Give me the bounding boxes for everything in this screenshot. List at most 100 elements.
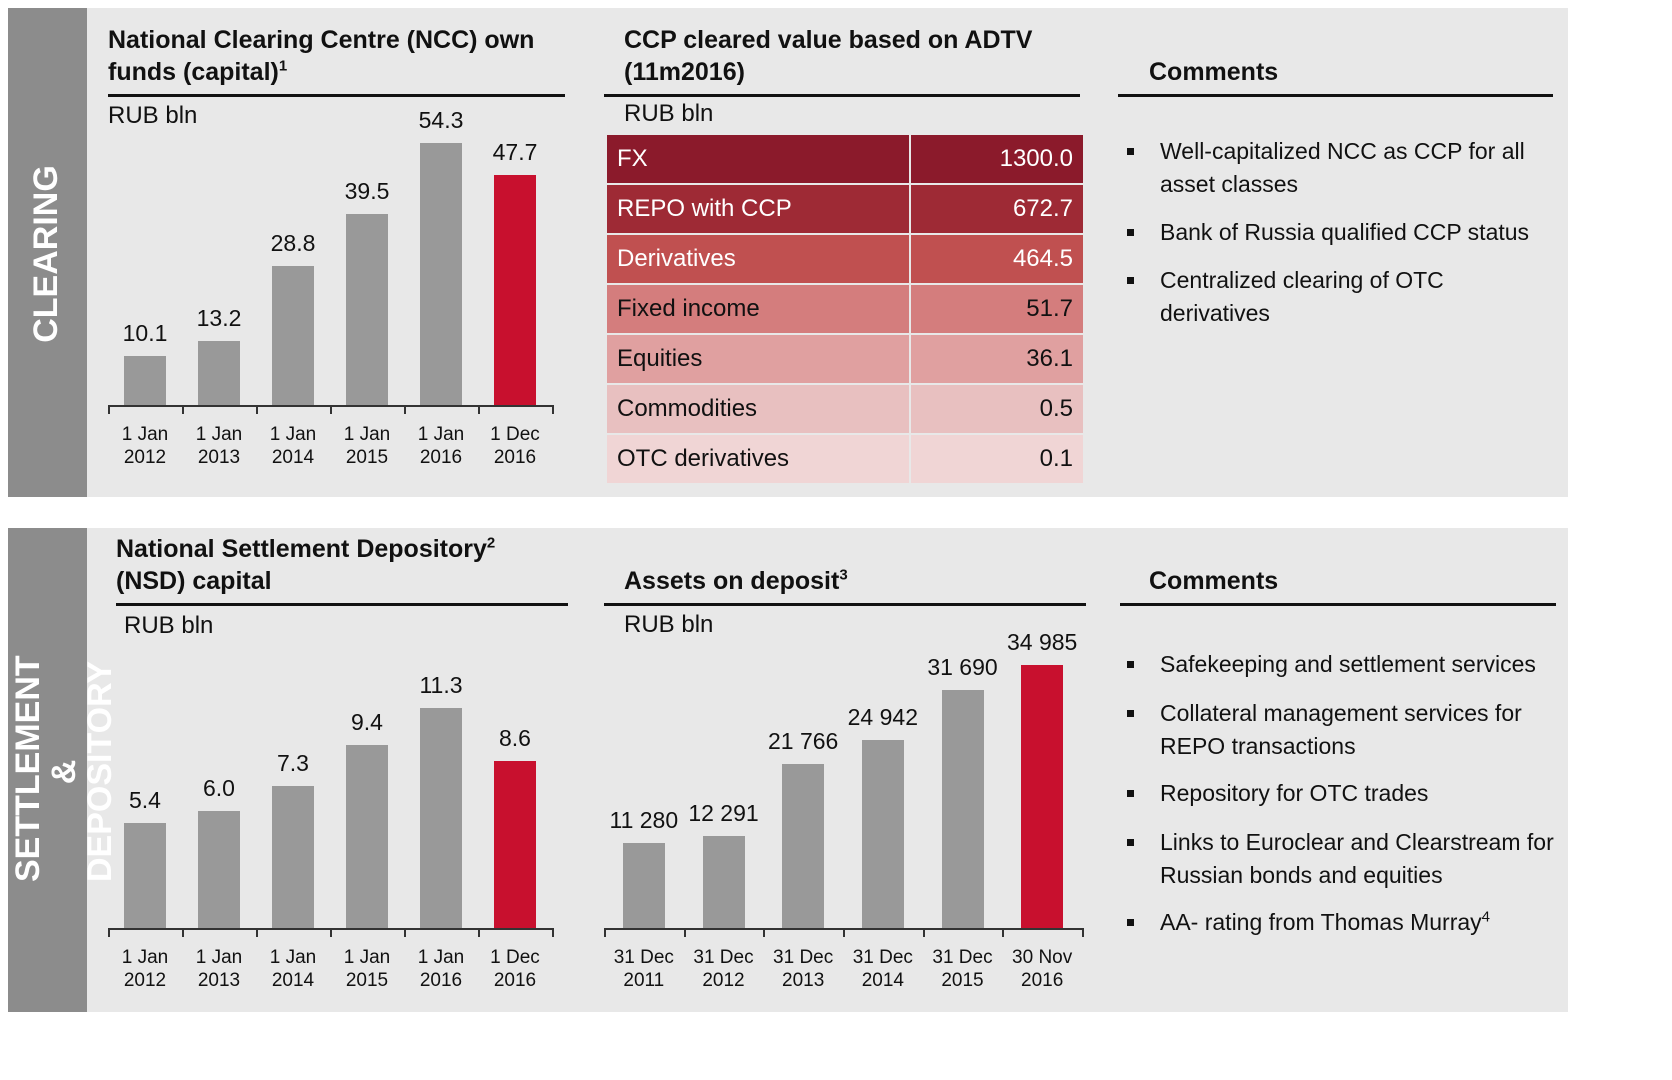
value-label: 21 766 xyxy=(767,728,839,755)
x-tick-label: 1 Jan 2014 xyxy=(269,947,317,991)
bullet xyxy=(1127,661,1134,668)
value-label: 7.3 xyxy=(277,749,309,776)
title-line: National Settlement Depository2 xyxy=(116,533,568,565)
category-separator xyxy=(330,405,332,414)
category-separator xyxy=(330,928,332,937)
title: National Clearing Centre (NCC) own funds… xyxy=(108,14,565,97)
title-line: Assets on deposit3 xyxy=(624,565,1086,597)
value-label: 6.0 xyxy=(203,775,235,802)
value-label: 13.2 xyxy=(196,305,242,332)
table-cell: 672.7 xyxy=(911,185,1083,233)
bar xyxy=(420,708,462,928)
x-tick-label: 1 Jan 2015 xyxy=(343,947,391,991)
category-separator xyxy=(108,405,110,414)
bullet xyxy=(1127,710,1134,717)
title-text: CCP cleared value based on ADTV (11m2016… xyxy=(624,26,1033,86)
comment: Links to Euroclear and Clearstream for R… xyxy=(1160,829,1554,888)
bullet xyxy=(1127,229,1134,236)
bar xyxy=(702,835,745,928)
x-tick-label: 1 Jan 2012 xyxy=(121,947,169,991)
footnote-mark: 3 xyxy=(839,566,848,584)
comment-text: AA- rating from Thomas Murray xyxy=(1160,909,1482,935)
category-separator xyxy=(256,405,258,414)
title: National Settlement Depository2 (NSD) cap… xyxy=(116,524,568,606)
category-separator xyxy=(1002,928,1005,937)
value-label: 12 291 xyxy=(688,799,759,826)
title: Comments xyxy=(1118,40,1553,97)
value-label: 54.3 xyxy=(418,107,464,133)
x-tick-label: 1 Jan 2013 xyxy=(195,947,243,991)
comment: Safekeeping and settlement services xyxy=(1160,651,1536,677)
category-separator xyxy=(182,928,184,937)
value-label: 31 690 xyxy=(927,653,998,680)
category-separator xyxy=(552,405,554,414)
x-tick-label: 1 Jan 2014 xyxy=(269,424,317,468)
bullet xyxy=(1127,790,1134,797)
unit-label: RUB bln xyxy=(124,612,214,639)
table-cell: 51.7 xyxy=(911,285,1083,333)
title-line: National Clearing Centre (NCC) own funds… xyxy=(108,24,565,88)
comment: AA- rating from Thomas Murray4 xyxy=(1160,906,1560,939)
value-label: 24 942 xyxy=(847,704,918,731)
bullet xyxy=(1127,148,1134,155)
comment: Collateral management services for REPO … xyxy=(1160,700,1522,759)
bar xyxy=(861,740,904,928)
title: Comments xyxy=(1120,550,1556,606)
table-cell: Equities xyxy=(607,335,909,383)
category-separator xyxy=(478,928,480,937)
section-band xyxy=(8,528,87,1012)
bar xyxy=(420,143,462,405)
x-tick-label: 31 Dec 2011 xyxy=(613,947,674,991)
bullet xyxy=(1127,277,1134,284)
x-tick-label: 31 Dec 2014 xyxy=(852,947,913,991)
category-separator xyxy=(763,928,766,937)
bar xyxy=(198,341,240,405)
x-tick-label: 31 Dec 2015 xyxy=(932,947,993,991)
category-separator xyxy=(256,928,258,937)
bar xyxy=(941,689,984,928)
bar xyxy=(346,744,388,928)
table-cell: Commodities xyxy=(607,385,909,433)
category-separator xyxy=(404,405,406,414)
footnote-mark: 2 xyxy=(486,534,496,552)
table-cell: OTC derivatives xyxy=(607,435,909,483)
bar xyxy=(124,356,166,405)
x-tick-label: 30 Nov 2016 xyxy=(1012,947,1073,991)
comment: Well-capitalized NCC as CCP for all asse… xyxy=(1160,138,1525,197)
table-cell: 36.1 xyxy=(911,335,1083,383)
value-label: 34 985 xyxy=(1006,629,1078,655)
footnote-mark: 1 xyxy=(278,57,288,75)
title: CCP cleared value based on ADTV (11m2016… xyxy=(604,14,1080,97)
value-label: 28.8 xyxy=(270,230,316,257)
x-tick-label: 1 Jan 2013 xyxy=(195,424,243,468)
section-label: CLEARING xyxy=(27,165,65,343)
comment: Bank of Russia qualified CCP status xyxy=(1160,219,1530,245)
value-label: 39.5 xyxy=(344,178,390,205)
table-cell: Derivatives xyxy=(607,235,909,283)
unit-label: RUB bln xyxy=(624,100,714,127)
bar xyxy=(1021,665,1064,928)
bar xyxy=(124,822,166,928)
category-separator xyxy=(404,928,406,937)
bullet xyxy=(1127,919,1134,926)
category-separator xyxy=(552,928,554,937)
bar xyxy=(346,214,388,405)
table-cell: 464.5 xyxy=(911,235,1083,283)
bar xyxy=(622,843,665,928)
title-line: CCP cleared value based on ADTV (11m2016… xyxy=(624,24,1080,88)
value-label: 11.3 xyxy=(419,672,463,698)
section-band xyxy=(8,8,87,497)
table-cell: Fixed income xyxy=(607,285,909,333)
bullet xyxy=(1127,839,1134,846)
value-label: 47.7 xyxy=(492,138,538,165)
category-separator xyxy=(843,928,845,937)
category-separator xyxy=(108,928,110,937)
value-label: 8.6 xyxy=(499,724,531,751)
x-tick-label: 1 Jan 2016 xyxy=(417,947,465,991)
panel xyxy=(87,528,1568,1012)
category-separator xyxy=(922,928,925,937)
title-text: National Clearing Centre (NCC) own funds… xyxy=(108,26,535,86)
table-cell: 0.5 xyxy=(911,385,1083,433)
x-tick-label: 1 Jan 2015 xyxy=(343,424,391,468)
